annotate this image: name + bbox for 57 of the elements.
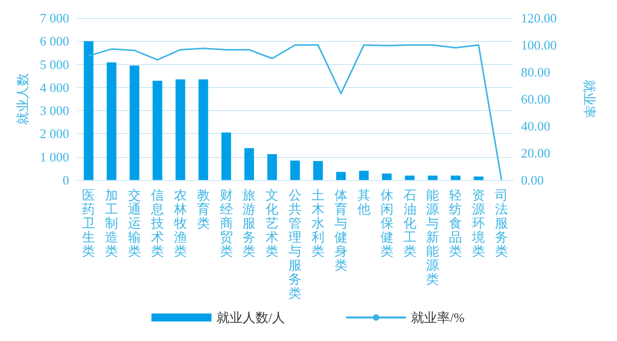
x-tick-label: 资源环境类 — [471, 188, 486, 258]
x-tick-label: 旅游服务类 — [242, 188, 256, 258]
y2-tick-label: 60.00 — [521, 92, 550, 106]
bar — [176, 79, 186, 180]
y-tick-label: 3 000 — [40, 103, 70, 118]
legend-label: 就业人数/人 — [216, 310, 286, 325]
x-tick-label: 石油化工类 — [403, 188, 416, 258]
y2-axis-title: 就业率 — [582, 80, 597, 118]
bar — [359, 170, 369, 180]
x-tick-label: 其他 — [357, 188, 370, 216]
y2-tick-label: 100.00 — [521, 38, 557, 52]
x-tick-label: 信息技术类 — [150, 188, 164, 258]
bar — [130, 65, 140, 180]
y2-tick-label: 20.00 — [521, 146, 550, 160]
bar — [450, 176, 460, 180]
bar — [244, 148, 254, 180]
x-tick-label: 医药卫生类 — [82, 188, 96, 258]
x-tick-label: 文化艺术类 — [266, 188, 279, 258]
x-tick-label: 休闲保健类 — [380, 188, 394, 258]
y-tick-label: 2 000 — [40, 126, 70, 142]
bar — [404, 176, 415, 180]
y-tick-label: 4 000 — [40, 80, 70, 95]
bar — [428, 176, 438, 180]
y-axis-title: 就业人数 — [15, 73, 30, 125]
bar — [221, 132, 232, 180]
y-tick-label: 7 000 — [40, 10, 70, 26]
y-tick-label: 0 — [62, 172, 70, 188]
y2-tick-label: 40.00 — [521, 118, 550, 134]
bar — [198, 79, 208, 180]
bar — [290, 160, 300, 180]
x-tick-label: 财经商贸类 — [220, 188, 233, 258]
y2-tick-label: 80.00 — [521, 64, 550, 80]
bar — [313, 161, 323, 180]
y2-tick-label: 0.00 — [521, 172, 544, 188]
y2-tick-label: 120.00 — [521, 10, 557, 26]
x-tick-label: 加工制造类 — [105, 188, 118, 258]
x-tick-label: 能源与新能源类 — [426, 188, 440, 286]
y-tick-label: 1 000 — [40, 149, 70, 164]
bar — [152, 80, 162, 180]
bar — [474, 176, 484, 180]
x-tick-label: 农林牧渔类 — [172, 188, 187, 258]
bar — [106, 62, 116, 180]
y-tick-label: 6 000 — [40, 34, 70, 49]
x-tick-label: 公共管理与服务类 — [288, 188, 302, 300]
bar — [267, 154, 277, 180]
bar — [382, 174, 392, 180]
x-tick-label: 土木水利类 — [312, 188, 325, 258]
line-series — [88, 44, 502, 181]
bar — [84, 41, 94, 180]
x-tick-label: 轻纺食品类 — [449, 188, 462, 258]
x-tick-label: 体育与健身类 — [334, 188, 348, 272]
x-tick-label: 交通运输类 — [128, 188, 141, 258]
x-tick-label: 司法服务类 — [495, 188, 508, 258]
legend-label: 就业率/% — [411, 310, 465, 325]
y-tick-label: 5 000 — [40, 56, 70, 72]
bar — [336, 172, 346, 180]
x-tick-label: 教育类 — [196, 188, 210, 230]
